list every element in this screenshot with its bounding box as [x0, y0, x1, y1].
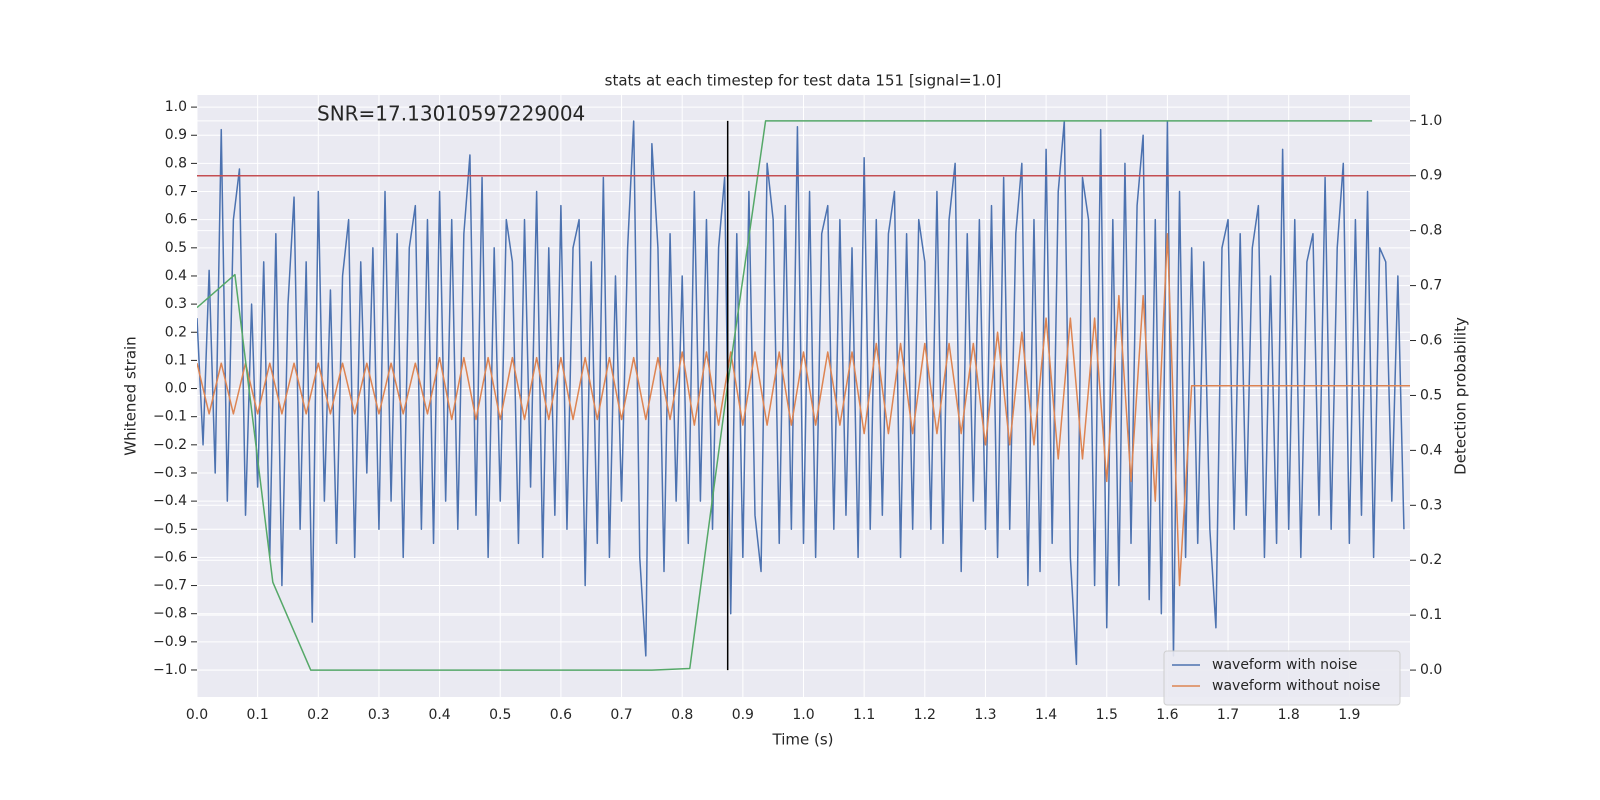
y-tick-label: −0.4 [153, 493, 187, 509]
x-tick-label: 1.1 [853, 707, 875, 723]
y-tick-label: −0.8 [153, 606, 187, 622]
legend-label: waveform with noise [1212, 657, 1357, 673]
x-tick-label: 0.3 [368, 707, 390, 723]
x-tick-label: 1.7 [1217, 707, 1239, 723]
y2-tick-label: 0.5 [1420, 387, 1442, 403]
x-axis-label: Time (s) [772, 731, 834, 749]
x-tick-label: 1.3 [974, 707, 996, 723]
y2-tick-label: 0.6 [1420, 333, 1442, 349]
y2-tick-label: 0.2 [1420, 552, 1442, 568]
y-tick-label: −0.5 [153, 521, 187, 537]
x-tick-label: 1.6 [1156, 707, 1178, 723]
y2-tick-label: 1.0 [1420, 113, 1442, 129]
x-tick-label: 0.7 [610, 707, 632, 723]
x-tick-label: 0.5 [489, 707, 511, 723]
y-tick-label: −0.1 [153, 409, 187, 425]
y-tick-label: 1.0 [165, 99, 187, 115]
marks [197, 120, 1410, 671]
legend-label: waveform without noise [1212, 678, 1380, 694]
y-tick-label: 0.7 [165, 184, 187, 200]
x-tick-label: 1.9 [1338, 707, 1360, 723]
y-tick-label: −0.2 [153, 437, 187, 453]
y2-tick-label: 0.7 [1420, 278, 1442, 294]
x-tick-label: 1.8 [1278, 707, 1300, 723]
y-tick-label: 0.2 [165, 324, 187, 340]
y2-axis-label: Detection probability [1452, 317, 1470, 475]
y-tick-label: 0.0 [165, 381, 187, 397]
y-axis-label: Whitened strain [122, 336, 140, 455]
axes: 0.0 0.1 0.2 0.3 0.4 0.5 0.6 0.7 0.8 0.9 1.0 1.1 1.2 1… [153, 99, 1442, 723]
y-tick-label: −1.0 [153, 662, 187, 678]
x-tick-label: 0.1 [247, 707, 269, 723]
y-tick-label: −0.9 [153, 634, 187, 650]
y-tick-label: −0.3 [153, 465, 187, 481]
y2-tick-label: 0.3 [1420, 497, 1442, 513]
y2-tick-label: 0.0 [1420, 662, 1442, 678]
y-tick-label: 0.5 [165, 240, 187, 256]
x-tick-label: 0.8 [671, 707, 693, 723]
x-tick-label: 1.2 [914, 707, 936, 723]
x-tick-label: 1.0 [792, 707, 814, 723]
x-tick-label: 1.4 [1035, 707, 1057, 723]
legend-box [1163, 650, 1401, 706]
y2-tick-label: 0.8 [1420, 223, 1442, 239]
series-line [197, 120, 1405, 666]
chart-title: stats at each timestep for test data 151… [605, 72, 1002, 90]
legend: waveform with noise waveform without nois… [1163, 650, 1401, 706]
x-tick-label: 1.5 [1096, 707, 1118, 723]
y-tick-label: −0.7 [153, 578, 187, 594]
y2-tick-label: 0.1 [1420, 607, 1442, 623]
y-tick-label: 0.6 [165, 212, 187, 228]
y-tick-label: 0.8 [165, 155, 187, 171]
y-tick-label: 0.4 [165, 268, 187, 284]
x-tick-label: 0.0 [186, 707, 208, 723]
y-tick-label: 0.1 [165, 352, 187, 368]
x-tick-label: 0.9 [732, 707, 754, 723]
snr-annotation: SNR=17.13010597229004 [317, 102, 585, 126]
y2-tick-label: 0.9 [1420, 168, 1442, 184]
y2-tick-label: 0.4 [1420, 442, 1442, 458]
y-tick-label: 0.9 [165, 127, 187, 143]
y-tick-label: −0.6 [153, 549, 187, 565]
x-tick-label: 0.2 [307, 707, 329, 723]
series-line [197, 233, 1410, 587]
grid [196, 95, 1410, 697]
x-tick-label: 0.6 [550, 707, 572, 723]
series-line [197, 120, 1373, 671]
x-tick-label: 0.4 [428, 707, 450, 723]
y-tick-label: 0.3 [165, 296, 187, 312]
